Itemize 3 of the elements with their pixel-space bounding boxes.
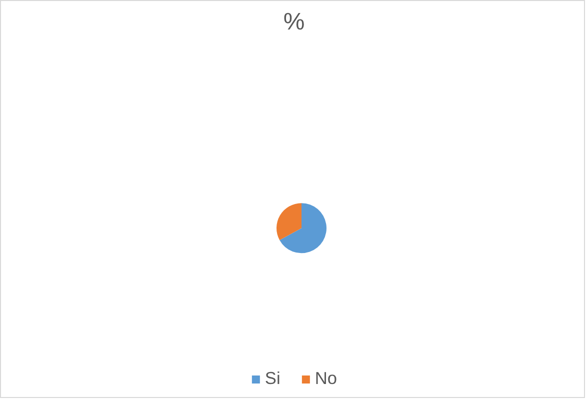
legend-label: No [314,368,338,389]
legend-label: Si [264,368,282,389]
chart-title: % [283,8,305,36]
